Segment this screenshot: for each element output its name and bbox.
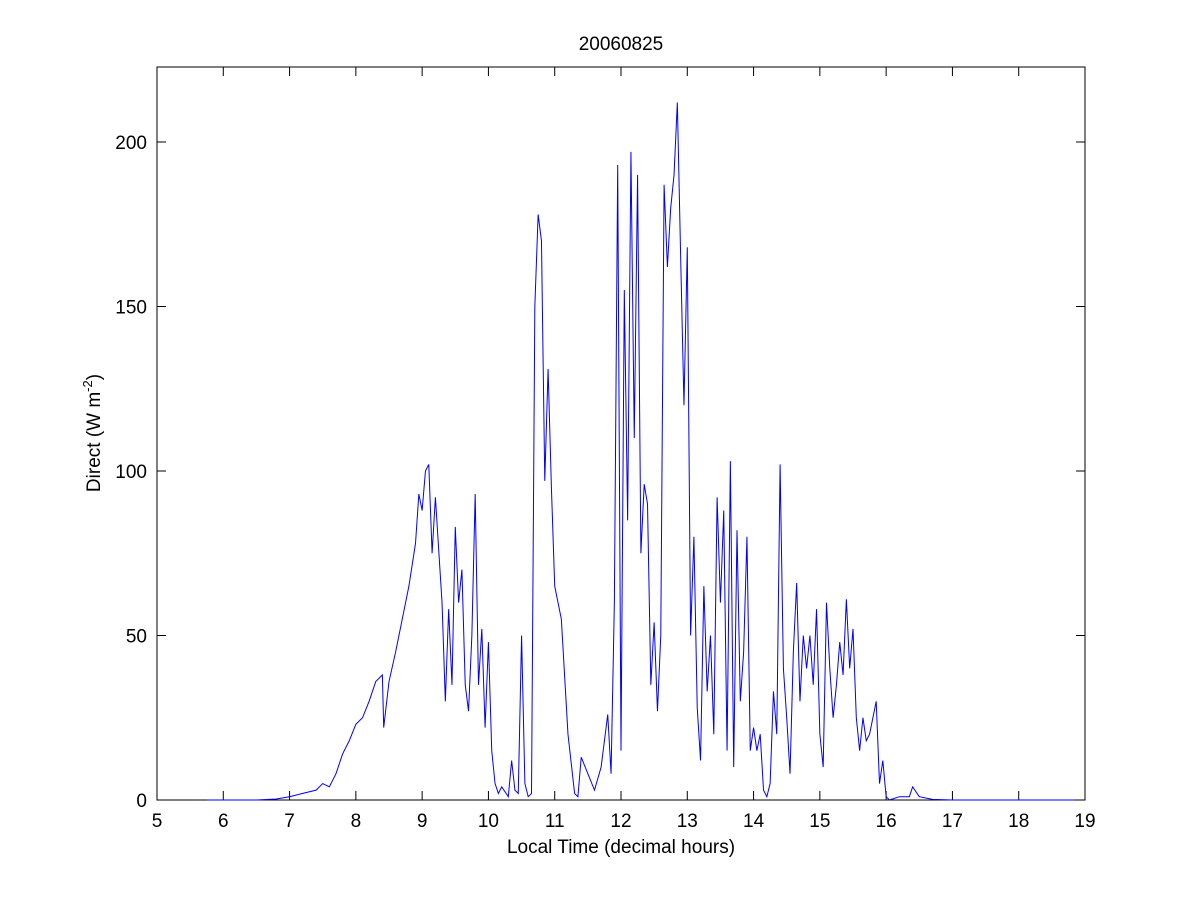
y-tick-label: 50: [126, 627, 147, 648]
x-tick-label: 19: [1074, 811, 1095, 832]
x-tick-label: 15: [809, 811, 830, 832]
chart-title: 20060825: [579, 34, 664, 55]
x-tick-label: 16: [876, 811, 897, 832]
y-axis-label: Direct (W m-2): [80, 374, 105, 492]
x-tick-label: 5: [152, 811, 163, 832]
x-tick-label: 17: [942, 811, 963, 832]
x-tick-label: 10: [478, 811, 499, 832]
y-tick-label: 200: [115, 133, 147, 154]
x-tick-label: 8: [351, 811, 362, 832]
data-line: [206, 102, 1076, 801]
y-tick-label: 100: [115, 462, 147, 483]
y-label-main: Direct (W m: [84, 392, 105, 492]
x-tick-label: 9: [417, 811, 428, 832]
x-tick-label: 14: [743, 811, 765, 832]
y-tick-label: 0: [136, 791, 147, 812]
y-tick-label: 150: [115, 298, 147, 319]
x-tick-label: 6: [218, 811, 229, 832]
x-tick-label: 12: [610, 811, 631, 832]
x-tick-label: 7: [284, 811, 295, 832]
x-tick-label: 18: [1008, 811, 1029, 832]
y-label-sup: -2: [80, 380, 95, 392]
x-axis-label: Local Time (decimal hours): [507, 837, 735, 858]
x-tick-label: 11: [545, 811, 565, 832]
x-tick-label: 13: [677, 811, 698, 832]
y-label-end: ): [84, 374, 105, 380]
